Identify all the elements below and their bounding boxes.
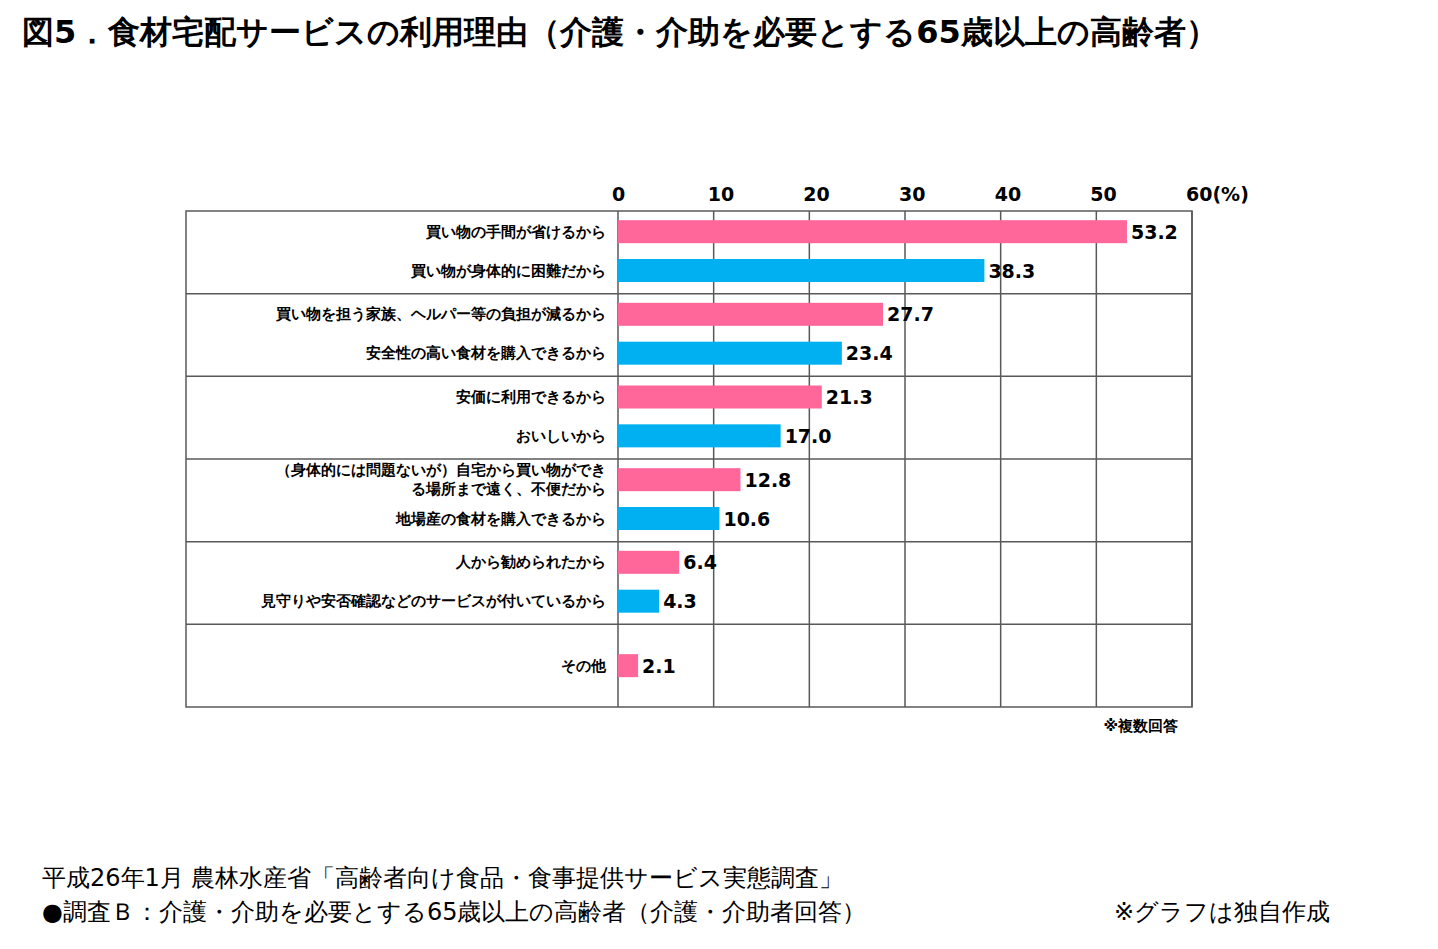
- group-separator: [186, 624, 1192, 626]
- tick-label: 30: [899, 183, 925, 205]
- group-separator: [186, 293, 1192, 295]
- tick-label: 0: [612, 183, 625, 205]
- data-label: 38.3: [988, 260, 1035, 282]
- data-label: 27.7: [887, 303, 934, 325]
- chart: 図5．食材宅配サービスの利用理由（介護・介助を必要とする65歳以上の高齢者） 0 1…: [0, 0, 1438, 949]
- category-label: 安全性の高い食材を購入できるから: [366, 344, 606, 362]
- grid-line: [809, 211, 811, 707]
- bar: [618, 303, 883, 326]
- grid-line: [1096, 211, 1098, 707]
- category-label: 安価に利用できるから: [456, 388, 606, 406]
- bar: [618, 342, 842, 365]
- data-label: 10.6: [723, 508, 770, 530]
- category-label: その他: [561, 657, 607, 675]
- grid-line: [1191, 211, 1193, 707]
- frame: [186, 211, 1192, 707]
- bar: [618, 220, 1127, 243]
- tick-label: 40: [995, 183, 1021, 205]
- data-label: 53.2: [1131, 221, 1178, 243]
- title: 図5．食材宅配サービスの利用理由（介護・介助を必要とする65歳以上の高齢者）: [22, 13, 1218, 51]
- bar: [618, 507, 719, 530]
- data-label: 6.4: [683, 551, 717, 573]
- data-label: 23.4: [846, 342, 893, 364]
- category-label: 人から勧められたから: [455, 553, 606, 571]
- category-label: 買い物が身体的に困難だから: [410, 262, 606, 280]
- tick-label: 20: [803, 183, 829, 205]
- bar: [618, 386, 822, 409]
- category-label: 見守りや安否確認などのサービスが付いているから: [260, 592, 606, 610]
- bar: [618, 259, 984, 282]
- grid-line: [1000, 211, 1002, 707]
- annotation: ※複数回答: [1103, 717, 1178, 735]
- category-label: （身体的には問題ないが）自宅から買い物ができる場所まで遠く、不便だから: [276, 461, 606, 498]
- group-separator: [186, 458, 1192, 460]
- category-label: おいしいから: [516, 427, 606, 445]
- grid-line: [713, 211, 715, 707]
- bar: [618, 590, 659, 613]
- data-label: 21.3: [826, 386, 873, 408]
- data-label: 12.8: [744, 469, 791, 491]
- annotation: 平成26年1月 農林水産省「高齢者向け食品・食事提供サービス実態調査」: [42, 864, 843, 892]
- grid-line: [617, 211, 619, 707]
- bar: [618, 468, 740, 491]
- annotation: ※グラフは独自作成: [1114, 898, 1330, 926]
- data-label: 4.3: [663, 590, 697, 612]
- category-label: 買い物を担う家族、ヘルパー等の負担が減るから: [275, 305, 606, 323]
- data-label: 2.1: [642, 655, 676, 677]
- category-label: 地場産の食材を購入できるから: [395, 510, 606, 528]
- bar: [618, 551, 679, 574]
- bar: [618, 424, 781, 447]
- grid-line: [904, 211, 906, 707]
- bars: [618, 220, 1127, 677]
- group-separator: [186, 376, 1192, 378]
- tick-label: 60(%): [1186, 183, 1249, 205]
- category-label: 買い物の手間が省けるから: [425, 223, 606, 241]
- data-label: 17.0: [785, 425, 832, 447]
- tick-label: 50: [1090, 183, 1116, 205]
- tick-label: 10: [708, 183, 734, 205]
- group-separator: [186, 541, 1192, 543]
- annotation: ●調査Ｂ：介護・介助を必要とする65歳以上の高齢者（介護・介助者回答）: [42, 898, 866, 926]
- bar: [618, 654, 638, 677]
